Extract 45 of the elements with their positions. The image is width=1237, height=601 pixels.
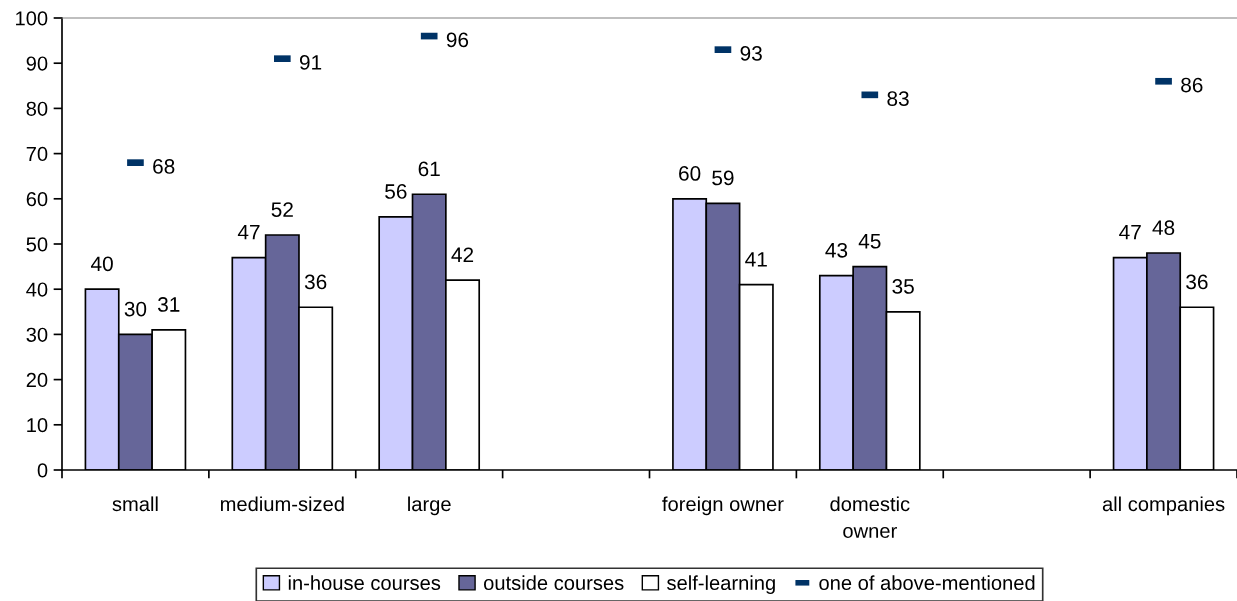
y-tick-label: 10 — [27, 418, 48, 433]
legend-label: one of above-mentioned — [819, 575, 1035, 591]
y-tick-label: 60 — [26, 192, 48, 207]
y-tick-label: 90 — [26, 56, 48, 71]
data-label: 36 — [304, 274, 327, 290]
x-tick-label: medium-sized — [220, 496, 344, 512]
data-label: 91 — [299, 55, 322, 70]
y-tick-label: 80 — [26, 101, 48, 116]
y-tick-label: 70 — [26, 146, 48, 162]
data-label: 35 — [892, 279, 914, 294]
data-label: 42 — [451, 247, 474, 262]
x-tick-label: small — [112, 496, 158, 512]
data-label: 60 — [679, 166, 701, 181]
y-tick-label: 30 — [26, 327, 48, 342]
y-tick-label: 0 — [37, 463, 48, 478]
data-label: 59 — [712, 170, 734, 186]
legend-label: outside courses — [484, 575, 624, 591]
data-label: 61 — [418, 161, 440, 177]
data-label: 47 — [237, 225, 260, 240]
y-tick-label: 20 — [26, 372, 48, 388]
data-label: 36 — [1186, 274, 1208, 290]
data-label: 56 — [385, 184, 407, 199]
data-label: 96 — [446, 32, 469, 48]
x-tick-label: all companies — [1102, 496, 1225, 516]
y-tick-label: 40 — [26, 282, 48, 297]
legend-label: self-learning — [667, 575, 775, 595]
data-label: 68 — [153, 159, 175, 174]
x-tick-label: large — [408, 496, 451, 516]
data-label: 93 — [740, 46, 762, 61]
data-label: 45 — [858, 234, 881, 249]
data-label: 86 — [1181, 77, 1203, 93]
x-tick-label: foreign owner — [662, 496, 784, 516]
data-label: 43 — [825, 242, 848, 258]
data-label: 83 — [887, 91, 909, 106]
data-label: 52 — [271, 202, 293, 217]
y-tick-label: 50 — [26, 237, 48, 252]
y-tick-label: 100 — [16, 11, 48, 26]
legend-label: in-house courses — [288, 575, 441, 591]
x-tick-label: domestic owner — [830, 496, 910, 538]
data-label: 31 — [157, 297, 180, 312]
data-label: 41 — [745, 252, 767, 267]
data-label: 47 — [1119, 225, 1141, 240]
data-label: 30 — [124, 301, 147, 317]
data-label: 48 — [1152, 220, 1175, 236]
data-label: 40 — [90, 256, 113, 272]
